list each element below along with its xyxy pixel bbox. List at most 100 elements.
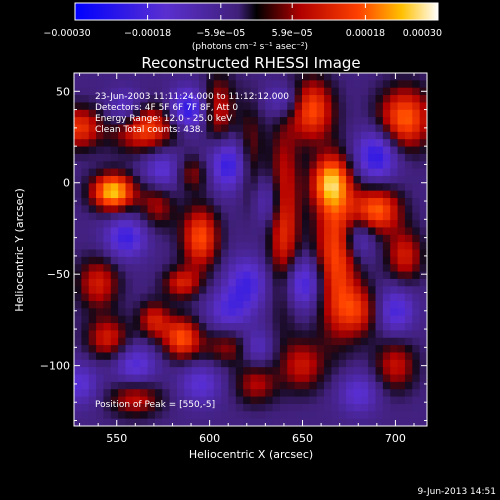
heatmap-cell (184, 264, 193, 273)
heatmap-cell (176, 146, 185, 155)
heatmap-cell (184, 256, 193, 265)
heatmap-cell (309, 175, 318, 184)
heatmap-cell (257, 286, 266, 295)
heatmap-cell (169, 146, 178, 155)
heatmap-cell (412, 80, 421, 89)
heatmap-cell (257, 300, 266, 309)
heatmap-cell (287, 418, 296, 426)
heatmap-cell (235, 278, 244, 287)
heatmap-cell (132, 323, 141, 331)
heatmap-cell (228, 131, 237, 140)
heatmap-cell (243, 418, 252, 426)
heatmap-cell (250, 198, 259, 206)
heatmap-cell (338, 249, 347, 258)
heatmap-cell (250, 367, 259, 376)
heatmap-cell (360, 418, 369, 426)
heatmap-cell (213, 190, 222, 199)
heatmap-cell (412, 308, 421, 317)
heatmap-cell (140, 345, 149, 354)
heatmap-cell (118, 161, 127, 170)
heatmap-cell (235, 109, 244, 118)
heatmap-cell (279, 330, 288, 339)
heatmap-cell (140, 418, 149, 426)
heatmap-cell (309, 300, 318, 309)
heatmap-cell (243, 337, 252, 346)
heatmap-cell (301, 323, 310, 331)
heatmap-cell (228, 242, 237, 251)
heatmap-cell (360, 102, 369, 111)
heatmap-cell (96, 117, 105, 126)
heatmap-cell (110, 95, 119, 104)
heatmap-cell (228, 256, 237, 265)
heatmap-cell (265, 146, 274, 155)
heatmap-cell (140, 403, 149, 412)
heatmap-cell (279, 367, 288, 376)
heatmap-cell (162, 242, 171, 251)
heatmap-cell (404, 80, 413, 89)
heatmap-cell (279, 124, 288, 133)
heatmap-cell (169, 403, 178, 412)
heatmap-cell (331, 330, 340, 339)
heatmap-cell (353, 330, 362, 339)
heatmap-cell (368, 403, 377, 412)
heatmap-cell (213, 418, 222, 426)
heatmap-cell (74, 153, 82, 162)
heatmap-cell (221, 80, 230, 89)
heatmap-cell (294, 403, 303, 412)
heatmap-cell (309, 352, 318, 361)
colorbar-tick-label: −0.00018 (124, 28, 171, 39)
heatmap-cell (412, 198, 421, 206)
heatmap-cell (404, 352, 413, 361)
heatmap-cell (191, 190, 200, 199)
heatmap-cell (74, 249, 82, 258)
heatmap-cell (169, 411, 178, 420)
heatmap-cell (81, 234, 90, 243)
heatmap-cell (191, 330, 200, 339)
heatmap-cell (191, 256, 200, 265)
heatmap-cell (243, 256, 252, 265)
heatmap-cell (125, 146, 134, 155)
heatmap-cell (368, 183, 377, 192)
heatmap-cell (206, 300, 215, 309)
heatmap-cell (265, 183, 274, 192)
heatmap-cell (265, 389, 274, 398)
heatmap-cell (257, 359, 266, 368)
heatmap-cell (309, 220, 318, 229)
heatmap-cell (132, 234, 141, 243)
heatmap-cell (191, 323, 200, 331)
heatmap-cell (221, 190, 230, 199)
heatmap-cell (287, 168, 296, 177)
heatmap-cell (74, 205, 82, 214)
heatmap-cell (96, 396, 105, 405)
heatmap-cell (191, 139, 200, 148)
heatmap-cell (169, 234, 178, 243)
heatmap-cell (301, 212, 310, 221)
heatmap-cell (140, 249, 149, 258)
heatmap-cell (390, 330, 399, 339)
heatmap-cell (110, 418, 119, 426)
heatmap-cell (125, 367, 134, 376)
heatmap-cell (176, 293, 185, 302)
heatmap-cell (199, 271, 207, 280)
heatmap-cell (235, 80, 244, 89)
heatmap-cell (96, 242, 105, 251)
heatmap-cell (191, 95, 200, 104)
heatmap-cell (235, 367, 244, 376)
heatmap-cell (382, 300, 391, 309)
heatmap-cell (162, 345, 171, 354)
colorbar-gradient (75, 3, 438, 20)
heatmap-cell (346, 323, 355, 331)
heatmap-area (74, 73, 427, 426)
heatmap-cell (301, 139, 310, 148)
heatmap-cell (346, 308, 355, 317)
heatmap-cell (184, 124, 193, 133)
heatmap-cell (301, 308, 310, 317)
heatmap-cell (140, 308, 149, 317)
heatmap-cell (118, 168, 127, 177)
heatmap-cell (309, 109, 318, 118)
heatmap-cell (331, 175, 340, 184)
heatmap-cell (309, 278, 318, 287)
heatmap-cell (272, 198, 281, 206)
heatmap-cell (324, 227, 332, 236)
heatmap-cell (324, 131, 332, 140)
